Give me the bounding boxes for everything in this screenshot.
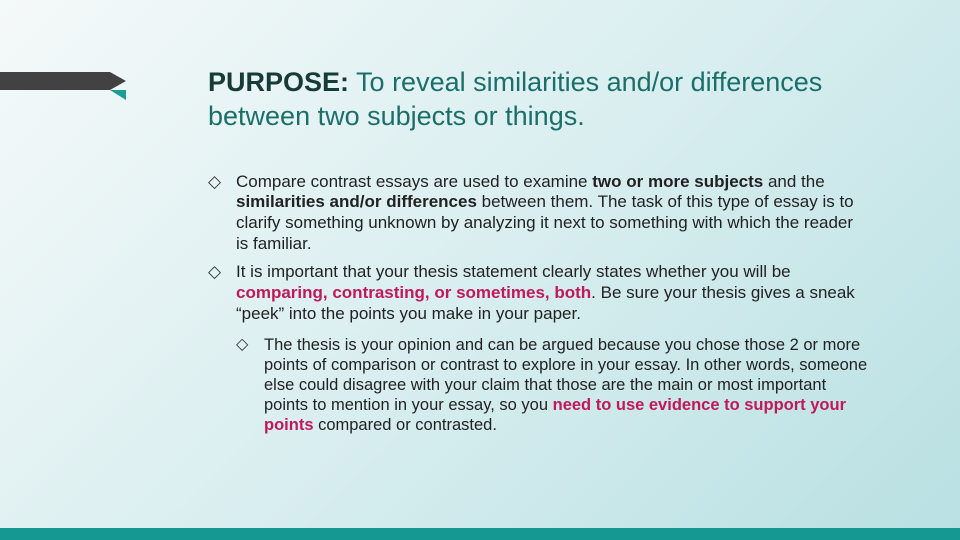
- bottom-accent-bar: [0, 528, 960, 540]
- text-run: compared or contrasted.: [314, 416, 497, 434]
- text-run: Compare contrast essays are used to exam…: [236, 172, 592, 191]
- bullet-list: Compare contrast essays are used to exam…: [208, 172, 868, 325]
- title-label: PURPOSE:: [208, 67, 349, 97]
- corner-decoration: [0, 72, 110, 90]
- corner-triangle-dark: [110, 72, 126, 90]
- sub-bullet-item: The thesis is your opinion and can be ar…: [236, 335, 868, 436]
- corner-bar: [0, 72, 110, 90]
- slide-title: PURPOSE: To reveal similarities and/or d…: [208, 66, 868, 134]
- text-run: and the: [763, 172, 824, 191]
- sub-bullet-list: The thesis is your opinion and can be ar…: [236, 335, 868, 436]
- bullet-item: It is important that your thesis stateme…: [208, 262, 868, 324]
- text-run: It is important that your thesis stateme…: [236, 262, 791, 281]
- corner-triangle-teal: [110, 90, 126, 100]
- text-run: two or more subjects: [592, 172, 763, 191]
- bullet-item: Compare contrast essays are used to exam…: [208, 172, 868, 255]
- text-run: similarities and/or differences: [236, 192, 477, 211]
- slide-content: PURPOSE: To reveal similarities and/or d…: [208, 66, 868, 443]
- text-run: comparing, contrasting, or sometimes, bo…: [236, 283, 591, 302]
